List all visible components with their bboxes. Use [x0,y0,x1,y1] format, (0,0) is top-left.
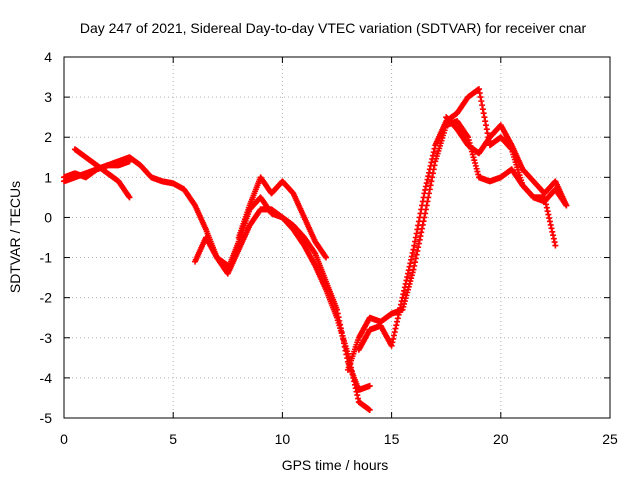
y-tick-label: -3 [40,330,53,346]
y-tick-label: 0 [44,209,52,225]
x-tick-label: 15 [384,431,400,447]
y-tick-label: -2 [40,290,53,306]
y-tick-label: 1 [44,169,52,185]
data-point [323,254,330,261]
y-tick-label: 2 [44,129,52,145]
y-tick-label: 3 [44,89,52,105]
x-axis-label: GPS time / hours [282,457,389,473]
y-tick-label: -1 [40,250,53,266]
series-trace-6 [235,174,330,261]
x-tick-label: 20 [493,431,509,447]
x-tick-label: 10 [275,431,291,447]
data-point [366,406,373,413]
data-point [563,202,570,209]
plot-border [63,56,611,419]
x-tick-label: 25 [602,431,618,447]
x-tick-label: 5 [169,431,177,447]
series-trace-4 [192,206,373,393]
series-trace-7 [344,118,570,373]
y-tick-label: -5 [40,410,53,426]
series-trace-9 [443,114,570,209]
y-tick-label: 4 [44,49,52,65]
chart-title: Day 247 of 2021, Sidereal Day-to-day VTE… [80,20,587,36]
grid-lines [64,57,610,418]
data-point [366,382,373,389]
data-points [61,86,570,413]
y-tick-label: -4 [40,370,53,386]
data-point [552,242,559,249]
y-axis-label: SDTVAR / TECUs [7,181,23,293]
series-trace-8 [355,86,559,353]
x-tick-label: 0 [60,431,68,447]
data-point [126,194,133,201]
series-trace-3 [61,154,231,269]
